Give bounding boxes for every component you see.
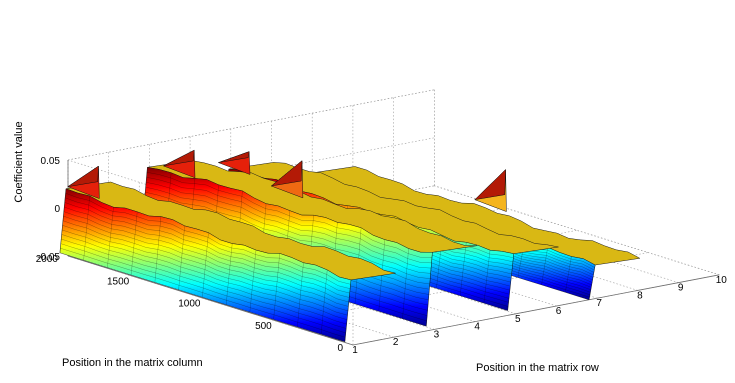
mesh-line — [107, 207, 114, 268]
z-tick-label: 0 — [54, 204, 60, 215]
mesh-line — [249, 250, 257, 313]
frame-line — [67, 89, 435, 161]
mesh-line — [225, 243, 233, 305]
x-tick-label: 2 — [393, 337, 399, 348]
mesh-line — [130, 211, 138, 276]
x-tick-label: 5 — [515, 314, 521, 325]
z-axis-label: Coefficient value — [13, 121, 25, 202]
mesh-line — [483, 250, 491, 304]
x-tick-label: 4 — [474, 322, 480, 333]
x-tick-label: 1 — [352, 345, 358, 356]
mesh-line — [565, 256, 572, 293]
surface-layer — [59, 149, 641, 343]
mesh-line — [59, 188, 67, 253]
y-tick-label: 1500 — [107, 276, 130, 287]
mesh-line — [297, 262, 304, 327]
mesh-line — [178, 225, 185, 290]
peak-spike — [217, 151, 251, 175]
mesh-line — [154, 216, 162, 283]
z-tick-label: -0.05 — [37, 252, 60, 263]
peak-spike — [162, 149, 196, 179]
x-tick-label: 6 — [556, 306, 562, 317]
peak-spike — [67, 165, 100, 199]
x-tick-label: 3 — [434, 329, 440, 340]
y-tick-label: 2000 — [36, 254, 59, 265]
x-tick-label: 9 — [678, 283, 684, 294]
mesh-line — [83, 195, 90, 261]
mesh-line — [426, 252, 433, 327]
x-axis-label: Position in the matrix row — [476, 362, 599, 374]
x-tick-label: 8 — [637, 290, 643, 301]
y-axis-label: Position in the matrix column — [62, 357, 203, 369]
mesh-line — [202, 232, 209, 298]
mesh-line — [344, 279, 352, 342]
mesh-line — [541, 247, 548, 285]
tick-labels: 1 2 3 4 5 6 7 8 9 10 0 500 1000 1500 2000-0.05 0 0.05 — [36, 156, 728, 356]
surface-ridge — [59, 181, 396, 343]
mesh-line — [459, 242, 467, 296]
mesh-line — [507, 253, 514, 311]
x-tick-label: 10 — [716, 275, 728, 286]
mesh-line — [588, 264, 596, 300]
x-axis-line — [352, 274, 720, 346]
y-tick-label: 0 — [337, 343, 343, 354]
peak-spike — [474, 168, 507, 212]
mesh-line — [402, 248, 409, 319]
x-tick-label: 7 — [596, 298, 602, 309]
y-tick-label: 500 — [255, 321, 272, 332]
y-axis-line — [67, 255, 354, 346]
mesh-line — [273, 253, 280, 320]
mesh-line — [320, 269, 328, 335]
peak-spike — [270, 160, 304, 199]
y-tick-label: 1000 — [178, 299, 201, 310]
z-tick-label: 0.05 — [41, 156, 61, 167]
